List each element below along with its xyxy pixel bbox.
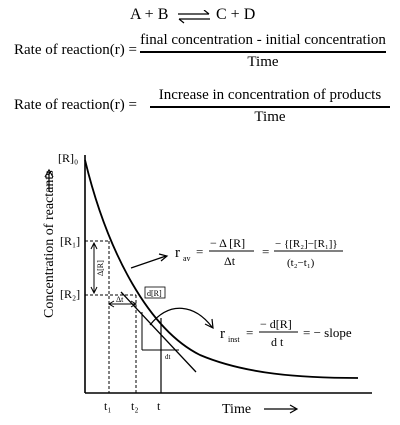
fraction-1-denominator: Time: [247, 53, 279, 70]
dt-label: dt: [165, 353, 171, 361]
fraction-1-numerator: final concentration - initial concentrat…: [140, 32, 386, 48]
fraction-2-numerator: Increase in concentration of products: [158, 87, 382, 103]
r-av-denominator-1: Δt: [224, 254, 236, 268]
r2-label: [R₂]: [60, 287, 80, 301]
r-av-subscript: av: [183, 254, 191, 263]
fraction-2-denominator: Time: [254, 108, 286, 125]
fraction-1-bar: [140, 51, 386, 53]
delta-t-label: Δt: [116, 295, 124, 304]
r-inst-numerator: − d[R]: [260, 317, 292, 331]
reaction-equation: A + B C + D: [130, 6, 290, 26]
reactants-text: A + B: [130, 6, 169, 23]
fraction-2-bar: [150, 106, 390, 108]
x-axis-label: Time: [222, 402, 251, 417]
r-av-numerator-1: − Δ [R]: [210, 236, 245, 250]
r-av-denominator-2: (t₂−t₁): [287, 257, 315, 269]
r0-label: [R]₀: [58, 151, 78, 165]
decay-curve: [84, 159, 359, 379]
r-av-equals-2: =: [262, 244, 269, 259]
r-av-equals-1: =: [196, 244, 203, 259]
fraction-2: Increase in concentration of products Ti…: [150, 87, 390, 126]
r1-label: [R₁]: [60, 234, 80, 248]
rate-label-2: Rate of reaction(r) =: [14, 97, 137, 113]
fraction-1: final concentration - initial concentrat…: [140, 32, 386, 71]
equilibrium-arrows-icon: [178, 10, 210, 24]
y-axis-label: Concentration of reactants: [42, 170, 57, 318]
r-av-symbol: r: [175, 245, 180, 261]
delta-r-label: Δ[R]: [96, 260, 105, 276]
r-av-numerator-2: − {[R₂]−[R₁]}: [275, 238, 338, 250]
r-av-pointer-arrow: [130, 255, 167, 269]
t-tick-label: t: [157, 399, 161, 413]
t1-tick-label: t₁: [104, 399, 112, 413]
r-inst-denominator: d t: [271, 335, 284, 349]
slope-text: = − slope: [303, 325, 352, 340]
r-inst-pointer-arrow: [149, 307, 213, 328]
r-inst-symbol: r: [220, 326, 225, 342]
rate-label-1: Rate of reaction(r) =: [14, 42, 137, 58]
products-text: C + D: [216, 6, 256, 23]
dr-label: d[R]: [147, 289, 162, 298]
dr-label-box: [144, 286, 166, 299]
t2-tick-label: t₂: [131, 399, 139, 413]
r-inst-equals: =: [246, 325, 253, 340]
tangent-line: [120, 291, 197, 373]
r-inst-subscript: inst: [228, 335, 240, 344]
